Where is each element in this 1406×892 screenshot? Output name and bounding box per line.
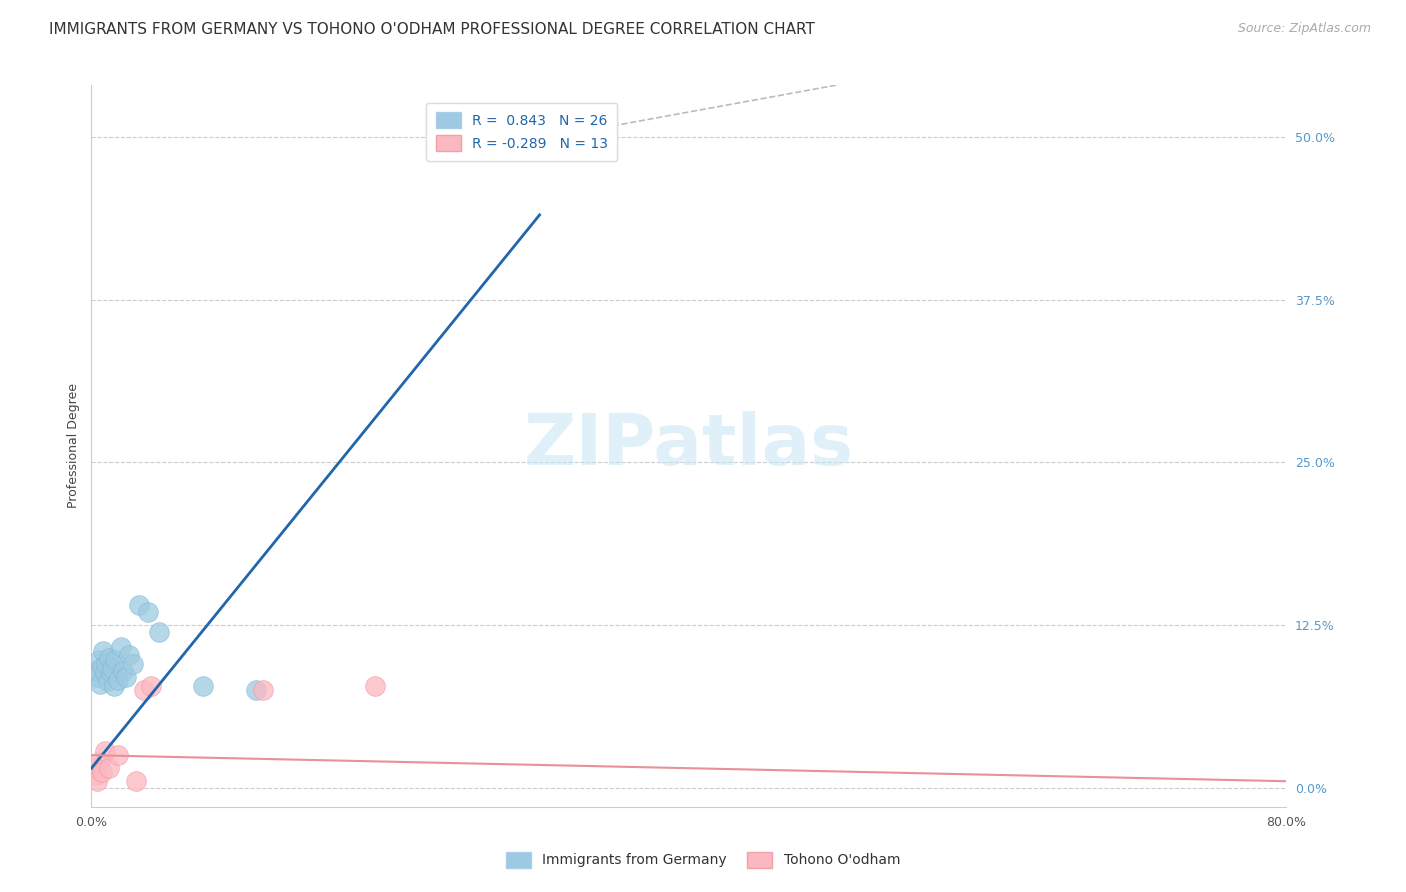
Point xyxy=(148,624,170,639)
Point xyxy=(84,768,107,782)
Point xyxy=(90,659,112,673)
Point xyxy=(101,661,124,675)
Point xyxy=(506,136,529,151)
Point xyxy=(128,599,150,613)
Point xyxy=(364,679,387,693)
Legend: Immigrants from Germany, Tohono O'odham: Immigrants from Germany, Tohono O'odham xyxy=(498,844,908,876)
Point xyxy=(110,640,132,654)
Point xyxy=(83,761,105,775)
Point xyxy=(87,755,110,769)
Text: ZIPatlas: ZIPatlas xyxy=(524,411,853,481)
Point xyxy=(94,744,117,758)
Point xyxy=(98,761,121,775)
Point xyxy=(141,679,162,693)
Point xyxy=(111,664,134,678)
Point xyxy=(84,664,107,678)
Point xyxy=(98,650,121,665)
Point xyxy=(86,670,108,684)
Point xyxy=(100,665,122,679)
Point xyxy=(93,644,115,658)
Point xyxy=(122,657,145,671)
Point xyxy=(136,605,159,619)
Point xyxy=(94,666,117,681)
Point xyxy=(132,683,155,698)
Legend: R =  0.843   N = 26, R = -0.289   N = 13: R = 0.843 N = 26, R = -0.289 N = 13 xyxy=(426,103,617,161)
Point xyxy=(103,679,125,693)
Point xyxy=(87,653,110,667)
Point xyxy=(90,765,112,780)
Text: Source: ZipAtlas.com: Source: ZipAtlas.com xyxy=(1237,22,1371,36)
Point xyxy=(97,673,120,688)
Point xyxy=(252,683,274,698)
Point xyxy=(86,774,108,789)
Point xyxy=(118,648,141,662)
Point xyxy=(193,679,215,693)
Point xyxy=(114,670,136,684)
Point xyxy=(125,774,148,789)
Point xyxy=(107,673,129,687)
Point xyxy=(89,676,111,690)
Point xyxy=(107,748,129,763)
Point xyxy=(104,653,127,667)
Text: IMMIGRANTS FROM GERMANY VS TOHONO O'ODHAM PROFESSIONAL DEGREE CORRELATION CHART: IMMIGRANTS FROM GERMANY VS TOHONO O'ODHA… xyxy=(49,22,815,37)
Y-axis label: Professional Degree: Professional Degree xyxy=(67,384,80,508)
Point xyxy=(245,683,267,698)
Point xyxy=(96,657,118,671)
